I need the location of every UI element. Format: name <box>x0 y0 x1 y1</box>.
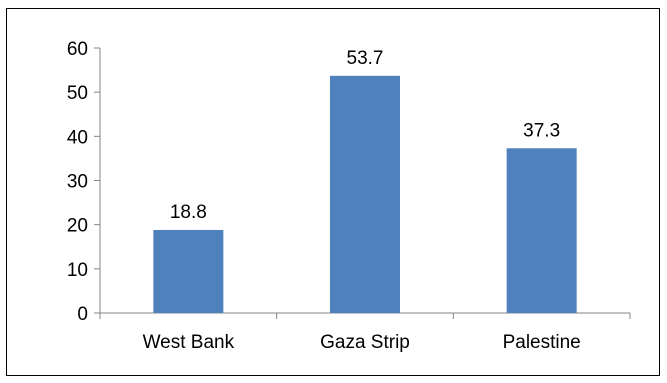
data-label: 37.3 <box>523 120 560 141</box>
category-label: West Bank <box>143 332 235 353</box>
y-tick-label: 40 <box>67 127 88 148</box>
bars <box>153 75 577 313</box>
y-tick-label: 30 <box>67 172 88 193</box>
category-label: Palestine <box>503 332 581 353</box>
data-label: 18.8 <box>170 202 207 223</box>
y-tick-label: 60 <box>67 39 88 60</box>
y-tick-label: 10 <box>67 260 88 281</box>
category-label: Gaza Strip <box>320 332 410 353</box>
bar-gaza-strip <box>330 75 400 313</box>
data-label: 53.7 <box>347 48 384 69</box>
y-tick-label: 20 <box>67 216 88 237</box>
bar-palestine <box>506 148 577 313</box>
y-tick-label: 50 <box>67 83 88 104</box>
labels: 18.8 West Bank 53.7 Gaza Strip 37.3 Palestine <box>143 48 581 353</box>
bar-west-bank <box>153 229 224 313</box>
y-tick-label: 0 <box>77 304 88 325</box>
